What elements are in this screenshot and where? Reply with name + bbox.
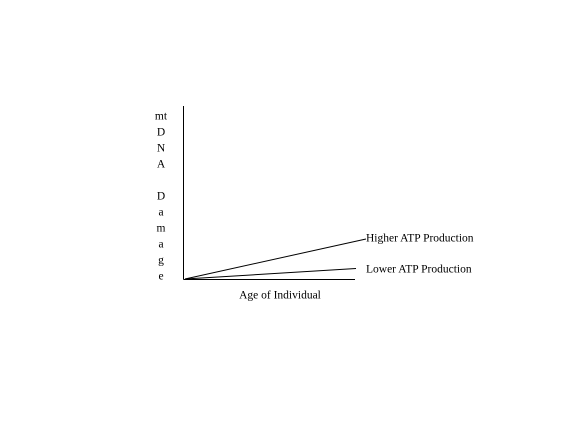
- y-axis-label: D: [157, 127, 165, 139]
- y-axis-label: A: [157, 159, 166, 171]
- line-label: Higher ATP Production: [366, 233, 474, 245]
- y-axis-label: N: [157, 143, 166, 155]
- x-axis-label: Age of Individual: [239, 290, 321, 302]
- higher-line: [184, 238, 367, 280]
- y-axis-label: g: [158, 255, 164, 267]
- y-axis-label: a: [158, 239, 163, 251]
- lower-line: [184, 268, 357, 280]
- y-axis-label: e: [158, 271, 163, 283]
- y-axis-label: a: [158, 207, 163, 219]
- y-axis-label: D: [157, 191, 165, 203]
- line-label: Lower ATP Production: [366, 264, 472, 276]
- y-axis-label: mt: [155, 111, 168, 123]
- y-axis-label: m: [157, 223, 166, 235]
